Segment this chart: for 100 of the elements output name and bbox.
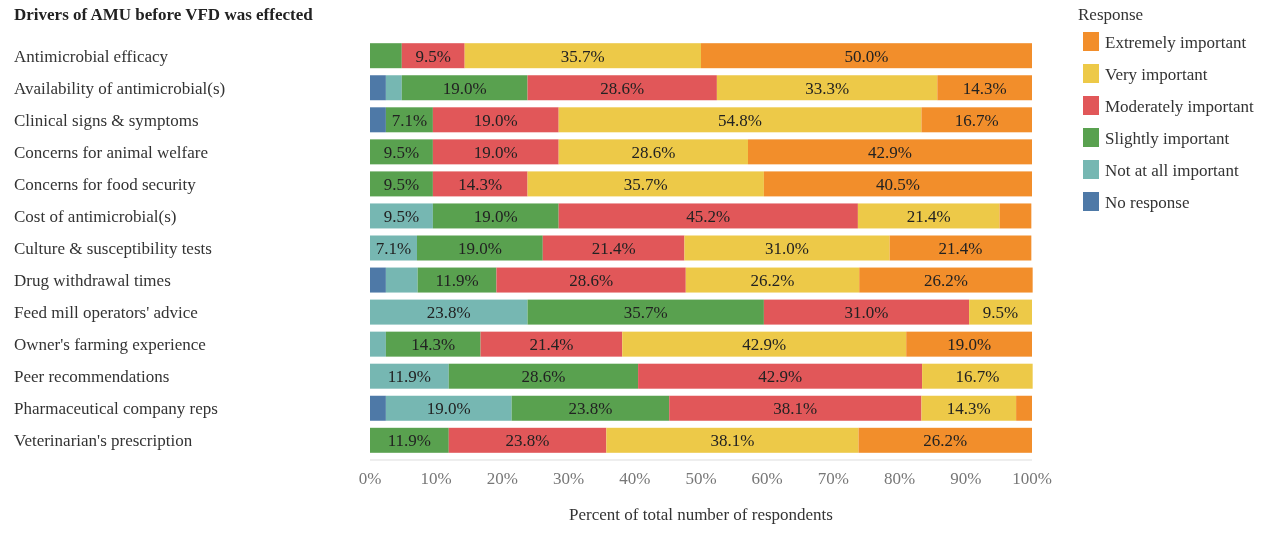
data-label: 7.1% xyxy=(375,238,412,258)
y-tick-label: Drug withdrawal times xyxy=(14,271,171,290)
bar xyxy=(448,363,639,389)
bar xyxy=(432,107,559,133)
bar xyxy=(937,75,1032,101)
legend-title: Response xyxy=(1078,5,1144,24)
bar xyxy=(480,331,623,357)
data-label: 45.2% xyxy=(686,206,731,226)
data-label: 38.1% xyxy=(773,399,818,419)
bar xyxy=(763,171,1032,197)
data-label: 38.1% xyxy=(710,431,755,451)
bar xyxy=(496,267,686,293)
y-tick-label: Culture & susceptibility tests xyxy=(14,238,212,258)
data-label: 54.8% xyxy=(718,110,763,130)
data-label: 11.9% xyxy=(387,431,432,451)
x-tick-label: 0% xyxy=(358,469,382,488)
bar xyxy=(558,203,858,229)
bar xyxy=(370,107,386,133)
y-tick-label: Cost of antimicrobial(s) xyxy=(14,206,177,226)
data-label: 19.0% xyxy=(457,238,502,258)
bar xyxy=(1016,395,1032,421)
bar xyxy=(527,171,764,197)
data-label: 42.9% xyxy=(758,367,803,387)
data-label: 40.5% xyxy=(875,174,920,194)
bar xyxy=(385,75,402,101)
bar xyxy=(921,107,1032,133)
bar xyxy=(370,43,402,69)
bar xyxy=(370,267,386,293)
y-tick-label: Feed mill operators' advice xyxy=(14,303,198,323)
bar xyxy=(401,75,528,101)
data-label: 28.6% xyxy=(569,271,614,290)
data-label: 9.5% xyxy=(383,174,420,194)
bar xyxy=(763,299,970,325)
x-tick-label: 30% xyxy=(553,469,585,488)
bar xyxy=(432,203,559,229)
y-tick-label: Antimicrobial efficacy xyxy=(14,46,169,66)
y-tick-label: Clinical signs & symptoms xyxy=(14,110,199,130)
bar xyxy=(558,107,922,133)
data-label: 21.4% xyxy=(591,238,636,258)
data-label: 14.3% xyxy=(946,399,991,419)
legend-label: Moderately important xyxy=(1105,96,1254,116)
y-tick-label: Availability of antimicrobial(s) xyxy=(14,78,226,98)
y-tick-label: Owner's farming experience xyxy=(14,335,206,355)
x-tick-label: 70% xyxy=(817,469,849,488)
bar xyxy=(748,139,1032,165)
data-label: 26.2% xyxy=(923,271,968,290)
data-label: 9.5% xyxy=(982,303,1019,323)
bar xyxy=(385,331,481,357)
data-label: 33.3% xyxy=(805,78,850,98)
data-label: 14.3% xyxy=(411,335,456,355)
data-label: 42.9% xyxy=(742,335,787,355)
data-label: 19.0% xyxy=(473,206,518,226)
bar xyxy=(527,75,717,101)
data-label: 14.3% xyxy=(962,78,1007,98)
data-label: 11.9% xyxy=(435,271,479,290)
x-tick-label: 40% xyxy=(619,469,651,488)
data-label: 21.4% xyxy=(906,206,951,226)
x-tick-label: 20% xyxy=(486,469,518,488)
bar xyxy=(858,427,1032,453)
x-tick-label: 100% xyxy=(1012,469,1052,488)
bar xyxy=(370,75,386,101)
x-tick-label: 60% xyxy=(751,469,783,488)
data-label: 31.0% xyxy=(844,303,889,323)
y-tick-label: Concerns for food security xyxy=(14,174,197,194)
legend-label: Not at all important xyxy=(1105,160,1239,180)
bar xyxy=(684,235,890,261)
legend-label: Very important xyxy=(1105,64,1208,84)
legend-label: Slightly important xyxy=(1105,128,1230,148)
data-label: 21.4% xyxy=(938,238,983,258)
x-tick-label: 90% xyxy=(950,469,982,488)
x-tick-label: 80% xyxy=(884,469,916,488)
bar xyxy=(669,395,922,421)
bar xyxy=(606,427,859,453)
y-tick-label: Veterinarian's prescription xyxy=(14,431,193,451)
bar xyxy=(906,331,1032,357)
data-label: 28.6% xyxy=(521,367,566,387)
data-label: 11.9% xyxy=(387,367,432,387)
bar xyxy=(385,395,512,421)
data-label: 19.0% xyxy=(473,110,518,130)
data-label: 16.7% xyxy=(955,367,1000,387)
legend-label: No response xyxy=(1105,192,1190,212)
data-label: 21.4% xyxy=(529,335,574,355)
bar xyxy=(432,139,559,165)
bar xyxy=(558,139,748,165)
x-axis-title: Percent of total number of respondents xyxy=(569,505,833,524)
x-tick-label: 50% xyxy=(685,469,717,488)
data-label: 23.8% xyxy=(426,303,471,323)
data-label: 26.2% xyxy=(750,271,795,290)
bar xyxy=(999,203,1032,229)
bar xyxy=(511,395,670,421)
y-tick-label: Concerns for animal welfare xyxy=(14,142,208,162)
bar xyxy=(448,427,607,453)
bar xyxy=(638,363,923,389)
bar xyxy=(922,363,1033,389)
bar xyxy=(921,395,1017,421)
text: Drivers of AMU before VFD was effected xyxy=(14,5,314,24)
bar xyxy=(859,267,1033,293)
legend-label: Extremely important xyxy=(1105,32,1247,52)
data-label: 35.7% xyxy=(623,303,668,323)
data-label: 42.9% xyxy=(868,142,912,162)
